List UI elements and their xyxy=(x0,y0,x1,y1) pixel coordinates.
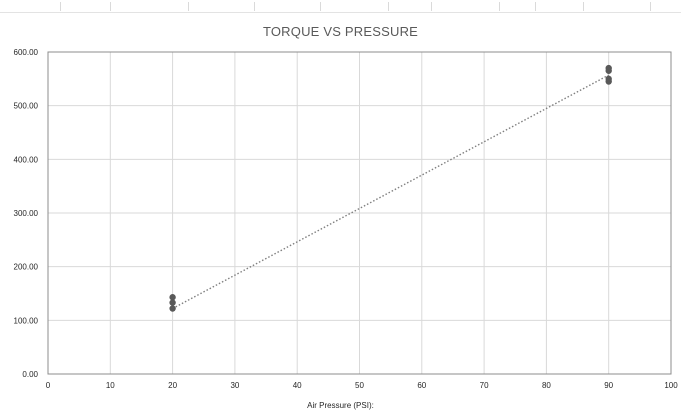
ruler-tick xyxy=(388,2,389,11)
ruler-tick xyxy=(60,2,61,11)
x-axis-title: Air Pressure (PSI): xyxy=(307,401,374,410)
ruler-tick xyxy=(110,2,111,11)
y-tick-label: 400.00 xyxy=(14,155,39,164)
x-tick-label: 60 xyxy=(417,381,426,390)
x-tick-label: 30 xyxy=(230,381,239,390)
ruler-tick xyxy=(499,2,500,11)
x-tick-label: 10 xyxy=(106,381,115,390)
plot-border xyxy=(47,51,672,375)
y-tick-label: 0.00 xyxy=(22,370,38,379)
x-tick-label: 20 xyxy=(168,381,177,390)
x-tick-label: 100 xyxy=(664,381,678,390)
data-point xyxy=(169,294,176,301)
ruler-tick xyxy=(254,2,255,11)
ruler-tick xyxy=(320,2,321,11)
y-tick-label: 200.00 xyxy=(14,263,39,272)
y-tick-label: 300.00 xyxy=(14,209,39,218)
x-tick-label: 80 xyxy=(542,381,551,390)
ruler-tick xyxy=(188,2,189,11)
trendline xyxy=(172,74,610,310)
chart-title: TORQUE VS PRESSURE xyxy=(262,24,419,39)
data-point xyxy=(605,78,612,85)
data-point xyxy=(169,305,176,312)
x-tick-label: 50 xyxy=(355,381,364,390)
y-tick-label: 500.00 xyxy=(14,102,39,111)
x-tick-label: 90 xyxy=(604,381,613,390)
y-tick-label: 100.00 xyxy=(14,316,39,325)
ruler-tick xyxy=(535,2,536,11)
x-tick-label: 0 xyxy=(46,381,51,390)
data-point xyxy=(169,299,176,306)
ruler-tick xyxy=(431,2,432,11)
ruler-tick xyxy=(583,2,584,11)
top-ruler xyxy=(0,0,681,13)
x-tick-label: 70 xyxy=(480,381,489,390)
x-tick-label: 40 xyxy=(293,381,302,390)
ruler-tick xyxy=(650,2,651,11)
y-tick-label: 600.00 xyxy=(14,48,39,57)
data-point xyxy=(605,67,612,74)
